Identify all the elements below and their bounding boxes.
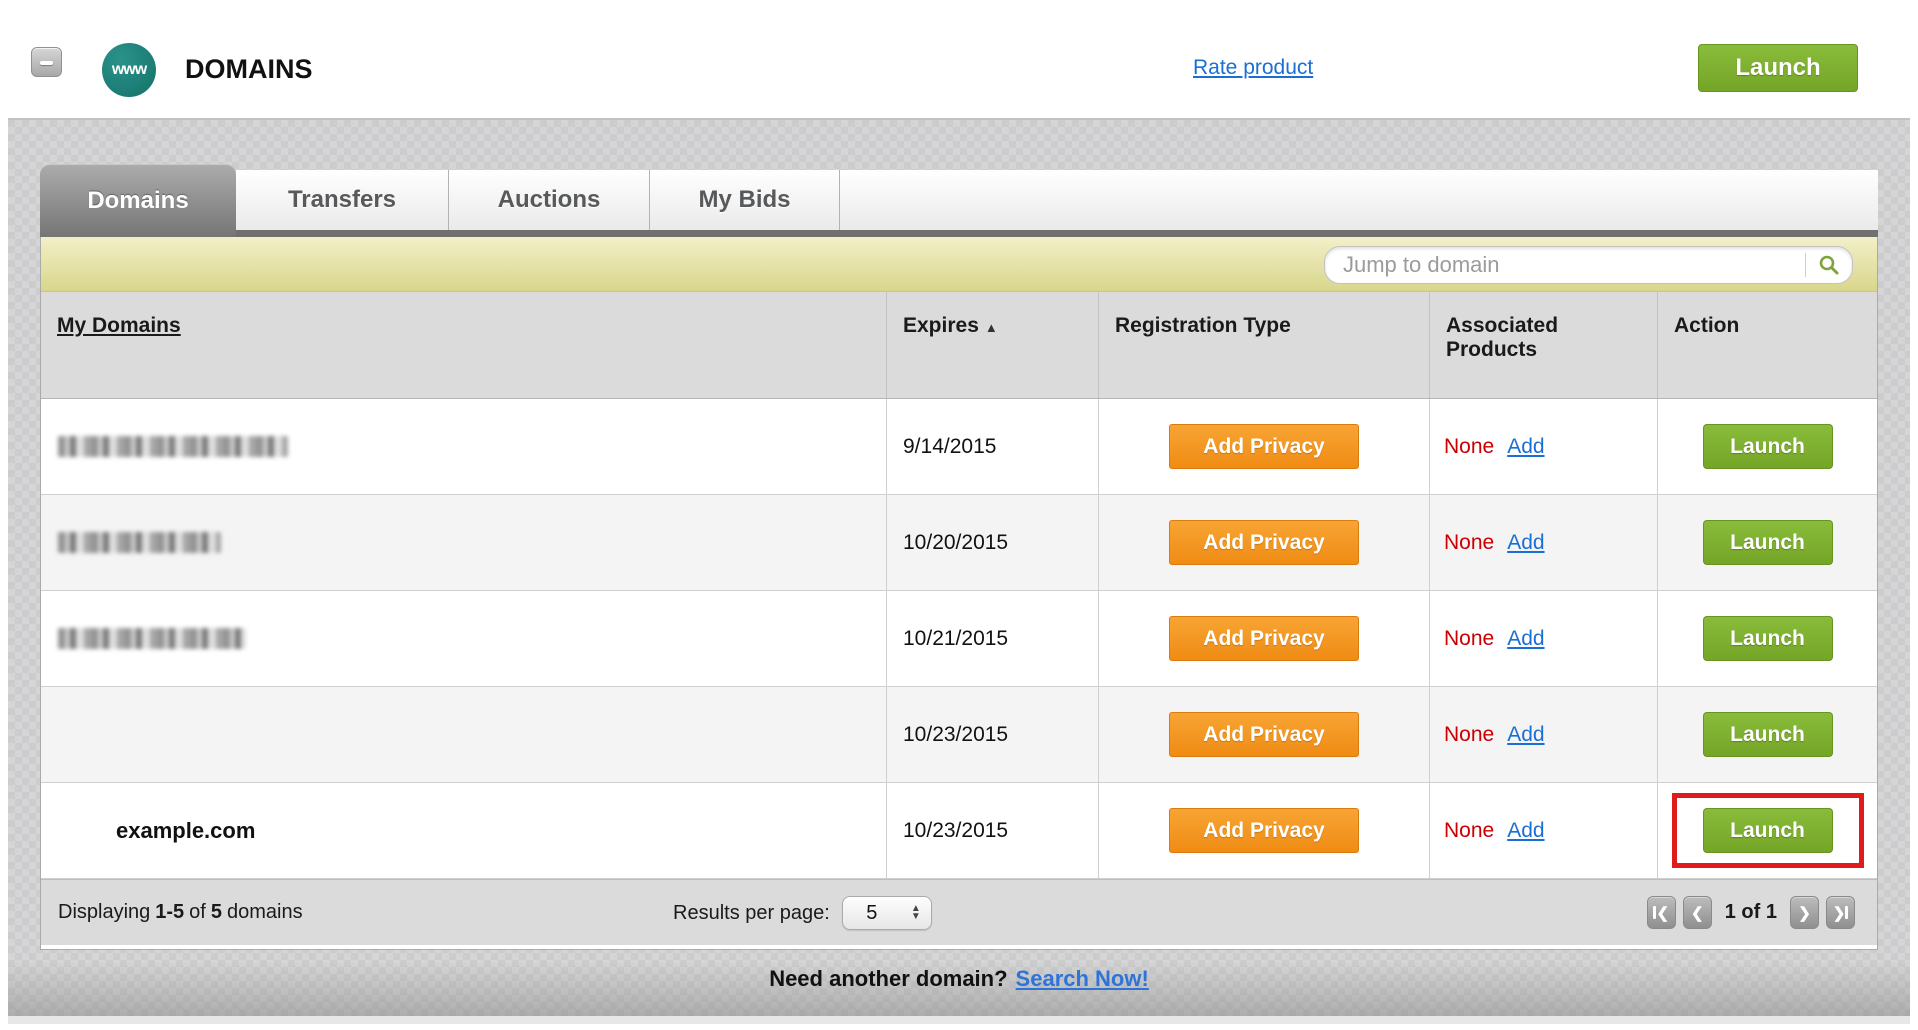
displaying-of: of xyxy=(189,901,206,923)
column-header-registration-type: Registration Type xyxy=(1099,292,1430,398)
expires-value: 10/23/2015 xyxy=(887,687,1099,782)
sort-asc-icon: ▲ xyxy=(984,320,998,335)
tab-domains[interactable]: Domains xyxy=(40,164,236,237)
column-header-expires[interactable]: Expires ▲ xyxy=(887,292,1099,398)
next-page-icon: ❯ xyxy=(1798,904,1811,922)
table-row: 10/20/2015 Add Privacy None Add Launch xyxy=(41,495,1877,591)
column-header-action: Action xyxy=(1674,314,1740,337)
add-product-link[interactable]: Add xyxy=(1507,818,1545,842)
www-logo-icon: www xyxy=(102,43,156,97)
search-divider xyxy=(1805,253,1806,277)
search-band xyxy=(41,237,1877,292)
associated-none: None xyxy=(1444,434,1495,458)
tab-transfers[interactable]: Transfers xyxy=(236,170,449,230)
table-footer: Displaying 1-5 of 5 domains Results per … xyxy=(41,879,1877,945)
displaying-status: Displaying 1-5 of 5 domains xyxy=(58,901,303,924)
last-page-icon xyxy=(1845,906,1849,919)
minus-icon xyxy=(40,61,53,65)
column-header-my-domains[interactable]: My Domains xyxy=(41,292,887,398)
add-privacy-button[interactable]: Add Privacy xyxy=(1169,520,1359,565)
associated-none: None xyxy=(1444,530,1495,554)
associated-none: None xyxy=(1444,626,1495,650)
expires-value: 10/21/2015 xyxy=(887,591,1099,686)
first-page-button[interactable]: ❮ xyxy=(1646,896,1676,929)
results-per-page-select[interactable]: 5 ▲ ▼ xyxy=(841,896,932,930)
expires-value: 9/14/2015 xyxy=(887,399,1099,494)
collapse-button[interactable] xyxy=(31,47,62,77)
next-page-button[interactable]: ❯ xyxy=(1790,896,1819,929)
add-product-link[interactable]: Add xyxy=(1507,434,1545,458)
launch-button[interactable]: Launch xyxy=(1702,616,1833,661)
example-domain-label: example.com xyxy=(116,817,256,843)
header-launch-button[interactable]: Launch xyxy=(1698,44,1858,92)
search-input[interactable] xyxy=(1325,252,1805,278)
need-domain-prompt: Need another domain? Search Now! xyxy=(40,966,1878,992)
table-row: 10/21/2015 Add Privacy None Add Launch xyxy=(41,591,1877,687)
add-privacy-button[interactable]: Add Privacy xyxy=(1169,616,1359,661)
tab-strip: Transfers Auctions My Bids xyxy=(236,170,1878,230)
results-per-page: Results per page: 5 ▲ ▼ xyxy=(673,896,932,930)
add-privacy-button[interactable]: Add Privacy xyxy=(1169,808,1359,853)
launch-button-highlighted[interactable]: Launch xyxy=(1702,808,1833,853)
need-domain-text: Need another domain? xyxy=(769,966,1008,991)
expires-value: 10/20/2015 xyxy=(887,495,1099,590)
displaying-suffix: domains xyxy=(226,901,303,923)
domains-panel: My Domains Expires ▲ Registration Type As… xyxy=(40,237,1878,950)
table-header-row: My Domains Expires ▲ Registration Type As… xyxy=(41,292,1877,399)
search-icon xyxy=(1819,255,1839,275)
associated-none: None xyxy=(1444,818,1495,842)
redacted-domain xyxy=(58,532,221,553)
add-product-link[interactable]: Add xyxy=(1507,722,1545,746)
table-row: 10/23/2015 Add Privacy None Add Launch xyxy=(41,687,1877,783)
stepper-arrows-icon: ▲ ▼ xyxy=(910,903,921,922)
tab-auctions[interactable]: Auctions xyxy=(449,170,650,230)
previous-page-icon: ❮ xyxy=(1690,904,1704,922)
results-per-page-value: 5 xyxy=(866,901,878,924)
search-button[interactable] xyxy=(1806,247,1852,283)
add-privacy-button[interactable]: Add Privacy xyxy=(1169,424,1359,469)
jump-to-domain-searchbox xyxy=(1324,246,1853,284)
expires-label: Expires xyxy=(903,314,979,337)
highlight-annotation-box: Launch xyxy=(1671,793,1864,868)
displaying-prefix: Displaying xyxy=(58,901,151,923)
last-page-button[interactable]: ❯ xyxy=(1826,896,1855,929)
page-status: 1 of 1 xyxy=(1724,901,1777,923)
search-now-link[interactable]: Search Now! xyxy=(1015,966,1149,991)
rate-product-link[interactable]: Rate product xyxy=(1193,56,1314,79)
displaying-total: 5 xyxy=(210,901,222,923)
expires-value: 10/23/2015 xyxy=(887,783,1099,878)
add-product-link[interactable]: Add xyxy=(1507,626,1545,650)
my-domains-label: My Domains xyxy=(57,314,181,337)
tab-bar: Transfers Auctions My Bids Domains xyxy=(40,164,1878,237)
redacted-domain xyxy=(58,436,288,457)
launch-button[interactable]: Launch xyxy=(1702,520,1833,565)
column-header-associated-products: Associated Products xyxy=(1430,292,1658,398)
bottom-strip xyxy=(8,1016,1910,1024)
launch-button[interactable]: Launch xyxy=(1702,424,1833,469)
redacted-domain xyxy=(58,628,246,649)
add-privacy-button[interactable]: Add Privacy xyxy=(1169,712,1359,757)
pagination: ❮ ❮ 1 of 1 ❯ ❯ xyxy=(1646,896,1855,929)
table-row: 9/14/2015 Add Privacy None Add Launch xyxy=(41,399,1877,495)
results-per-page-label: Results per page: xyxy=(673,901,830,924)
tab-underline-bar xyxy=(40,230,1878,237)
displaying-range: 1-5 xyxy=(155,901,185,923)
launch-button[interactable]: Launch xyxy=(1702,712,1833,757)
previous-page-button[interactable]: ❮ xyxy=(1682,896,1712,929)
app-header: www DOMAINS Rate product Launch xyxy=(8,8,1910,118)
tab-my-bids[interactable]: My Bids xyxy=(650,170,840,230)
associated-none: None xyxy=(1444,722,1495,746)
table-row-example: example.com 10/23/2015 Add Privacy None A… xyxy=(41,783,1877,879)
page-title: DOMAINS xyxy=(185,54,313,84)
bottom-fade xyxy=(8,961,1910,1016)
first-page-icon xyxy=(1653,906,1657,919)
add-product-link[interactable]: Add xyxy=(1507,530,1545,554)
